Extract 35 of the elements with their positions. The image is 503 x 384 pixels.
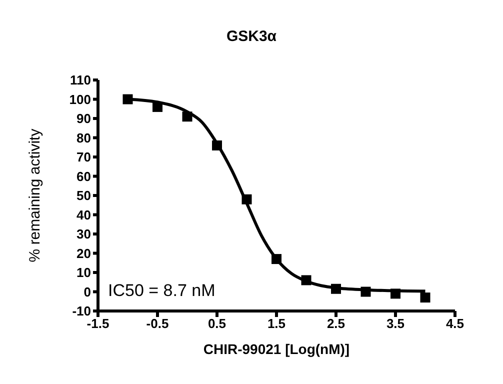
y-tick-label: 60 [76, 168, 91, 184]
x-tick-label: 1.5 [267, 316, 286, 332]
chart-title: GSK3α [225, 28, 278, 45]
x-tick-label: 2.5 [326, 316, 346, 332]
point [331, 284, 341, 294]
y-tick-label: 100 [69, 92, 91, 107]
point [360, 286, 371, 297]
y-tick-label: 30 [76, 226, 91, 242]
x-tick-label: 0.5 [208, 316, 226, 332]
point [390, 288, 400, 299]
y-tick-label: 0 [84, 284, 91, 300]
x-tick-label: -0.5 [146, 316, 169, 332]
y-tick-label: 90 [76, 111, 91, 126]
y-tick-label: 10 [76, 265, 91, 280]
x-axis-title: CHIR-99021 [Log(nM)] [203, 341, 350, 357]
x-tick-label: -1.5 [86, 316, 110, 332]
point [272, 254, 282, 264]
point [152, 102, 162, 112]
y-tick-label: 40 [76, 207, 91, 222]
point [182, 112, 192, 122]
x-tick-label: 3.5 [386, 316, 405, 332]
point [242, 194, 252, 204]
y-tick-label: 110 [70, 72, 91, 88]
point [212, 140, 222, 150]
point [420, 292, 430, 303]
y-tick-label: -10 [72, 304, 91, 319]
y-tick-label: 70 [76, 150, 91, 165]
annotation: IC50 = 8.7 nM [108, 281, 216, 301]
y-tick-label: 50 [76, 188, 91, 204]
y-axis-title: % remaining activity [26, 128, 44, 262]
x-tick-label: 4.5 [446, 316, 464, 332]
point [122, 94, 133, 104]
y-tick-label: 80 [76, 130, 91, 146]
point [301, 275, 312, 286]
y-tick-label: 20 [76, 246, 91, 261]
